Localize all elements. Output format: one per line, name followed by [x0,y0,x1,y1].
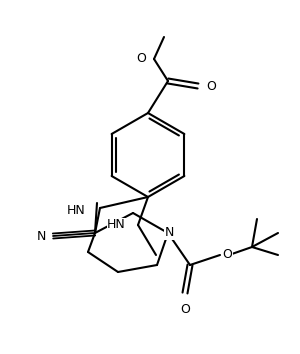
Text: HN: HN [67,204,86,217]
Text: O: O [180,303,190,316]
Text: N: N [164,227,174,240]
Text: N: N [37,229,46,242]
Text: O: O [136,52,146,65]
Text: O: O [222,249,232,262]
Text: O: O [206,80,216,92]
Text: HN: HN [107,218,126,232]
